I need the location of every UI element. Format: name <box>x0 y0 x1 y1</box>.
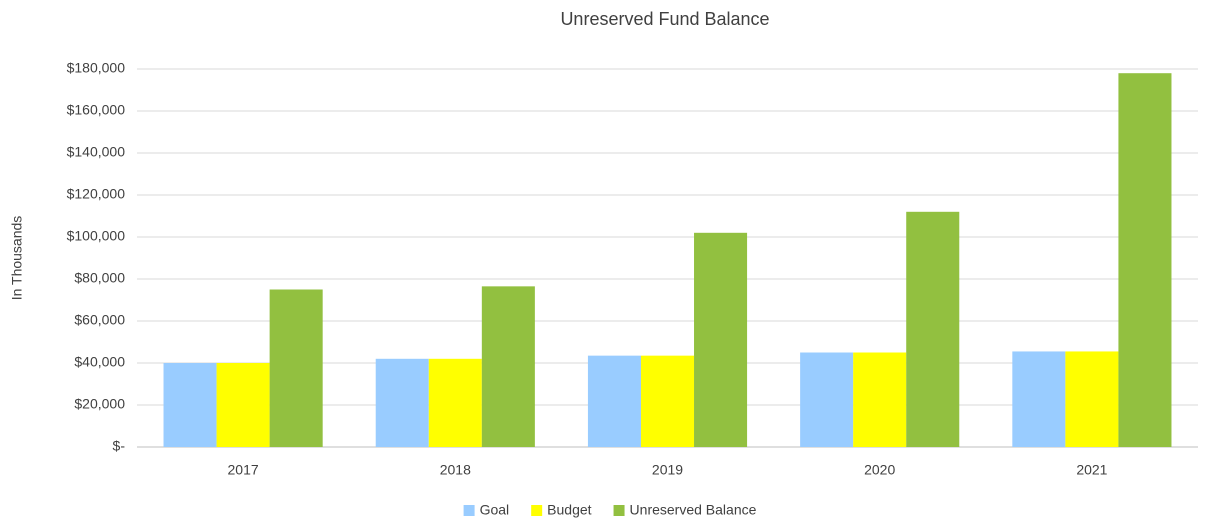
legend-label: Unreserved Balance <box>630 502 757 518</box>
y-tick-label: $40,000 <box>74 354 125 370</box>
legend-swatch <box>463 505 475 516</box>
legend-swatch <box>613 505 625 516</box>
bar <box>163 363 217 447</box>
bar <box>587 355 641 447</box>
y-tick-label: $- <box>113 438 126 454</box>
bar <box>640 355 695 447</box>
bar <box>1118 73 1172 447</box>
x-tick-label: 2018 <box>440 462 471 478</box>
legend-label: Goal <box>480 502 510 518</box>
y-tick-label: $20,000 <box>74 396 125 412</box>
bar <box>216 363 270 447</box>
y-tick-label: $100,000 <box>67 228 126 244</box>
y-tick-label: $180,000 <box>67 60 126 76</box>
legend-swatch <box>531 505 543 516</box>
y-tick-label: $140,000 <box>67 144 126 160</box>
y-tick-label: $120,000 <box>67 186 126 202</box>
bar <box>800 352 854 447</box>
bar <box>481 286 535 447</box>
bar <box>375 358 429 447</box>
bar <box>428 358 482 447</box>
bar <box>694 232 748 447</box>
legend-label: Budget <box>547 502 591 518</box>
x-tick-label: 2021 <box>1076 462 1107 478</box>
x-tick-label: 2019 <box>652 462 683 478</box>
bar <box>906 211 960 447</box>
bar <box>853 352 907 447</box>
bar <box>1065 351 1119 447</box>
y-tick-label: $60,000 <box>74 312 125 328</box>
bar <box>1012 351 1066 447</box>
y-tick-label: $160,000 <box>67 102 126 118</box>
y-tick-label: $80,000 <box>74 270 125 286</box>
x-tick-label: 2020 <box>864 462 895 478</box>
x-tick-label: 2017 <box>228 462 259 478</box>
chart-title: Unreserved Fund Balance <box>560 9 769 29</box>
bar <box>269 289 323 447</box>
y-axis-label: In Thousands <box>9 216 25 301</box>
